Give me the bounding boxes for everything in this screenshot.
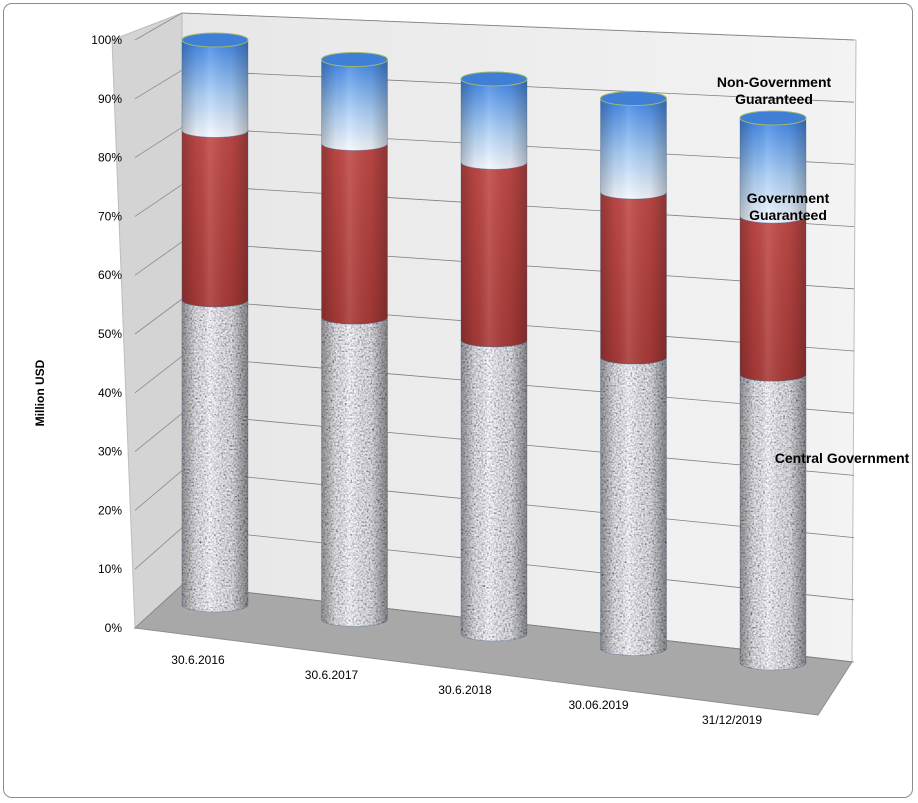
bar-stack (321, 52, 388, 627)
gridline-side (134, 413, 183, 452)
bar-shading (182, 40, 248, 138)
bar-shading (182, 130, 248, 307)
y-tick-label: 100% (91, 33, 122, 47)
bar-top-cap (460, 71, 528, 87)
series-label: Government Guaranteed (747, 190, 830, 223)
y-axis-title: Million USD (33, 359, 47, 426)
gridline-side (134, 470, 183, 511)
gridline-side (134, 241, 183, 276)
bar-shading (182, 299, 248, 612)
bar-segment (600, 191, 667, 365)
bar-stack (181, 32, 249, 613)
bar-shading (740, 374, 806, 670)
bar-shading (600, 192, 667, 365)
series-label: Central Government (775, 450, 910, 466)
bar-shading (600, 98, 667, 200)
bar-segment (739, 110, 807, 224)
bar-shading (321, 143, 388, 325)
bar-shading (740, 118, 806, 224)
series-label-line: Central Government (775, 450, 910, 466)
gridline-side (134, 527, 183, 570)
gridline-side (134, 69, 183, 100)
bar-segment (600, 350, 667, 656)
bar-stack (600, 91, 667, 656)
bar-segment (181, 130, 249, 308)
bar-shading (461, 162, 527, 347)
bar-segment (321, 52, 388, 151)
bar-segment (739, 216, 807, 382)
bar-top-cap (181, 32, 249, 48)
chart-side-wall (111, 12, 183, 630)
y-tick-label: 80% (98, 151, 122, 165)
gridline-side (134, 127, 183, 158)
bar-shading (321, 317, 388, 627)
y-tick-label: 90% (98, 92, 122, 106)
gridline (181, 12, 855, 41)
bar-shading (600, 357, 667, 656)
x-tick-label: 30.6.2017 (305, 668, 359, 682)
bar-top-cap (739, 110, 807, 126)
bar-segment (181, 32, 249, 138)
bar-segment (321, 143, 388, 325)
y-tick-label: 10% (98, 562, 122, 576)
bar-segment (460, 71, 528, 170)
bar-segment (321, 310, 388, 627)
x-tick-label: 31/12/2019 (702, 713, 762, 727)
gridline-side (134, 298, 183, 335)
y-tick-label: 20% (98, 503, 122, 517)
gridline-side (134, 12, 183, 41)
bar-shading (321, 59, 388, 151)
bar-segment (460, 332, 528, 642)
y-axis-tick-labels: 0% 10% 20% 30% 40% 50% 60% 70% 80% 90% 100% (91, 33, 122, 635)
bar-segment (739, 367, 807, 671)
x-tick-label: 30.6.2016 (171, 653, 225, 667)
bar-stack (460, 71, 528, 642)
series-label: Non-Government Guaranteed (717, 74, 832, 107)
x-tick-label: 30.6.2018 (438, 683, 492, 697)
gridline-side (134, 184, 183, 217)
series-label-line: Guaranteed (749, 207, 827, 223)
y-tick-label: 50% (98, 327, 122, 341)
x-tick-label: 30.06.2019 (568, 698, 628, 712)
y-tick-label: 70% (98, 209, 122, 223)
y-tick-label: 40% (98, 386, 122, 400)
gridline-side (134, 355, 183, 394)
bar-shading (461, 339, 527, 641)
y-tick-label: 30% (98, 445, 122, 459)
y-tick-label: 0% (105, 621, 123, 635)
bar-stack (739, 110, 807, 671)
bar-segment (600, 91, 667, 200)
series-label-line: Guaranteed (735, 91, 813, 107)
x-axis-tick-labels: 30.6.2016 30.6.2017 30.6.2018 30.06.2019 31/… (171, 653, 762, 727)
bar-segment (460, 162, 528, 348)
y-tick-label: 60% (98, 268, 122, 282)
gridline-side (134, 584, 183, 629)
bar-shading (461, 79, 527, 170)
bar-shading (740, 216, 806, 382)
series-label-line: Non-Government (717, 74, 832, 90)
series-label-line: Government (747, 190, 830, 206)
bar-segment (181, 292, 249, 613)
bar-top-cap (600, 91, 667, 106)
bar-top-cap (321, 52, 388, 67)
bars (181, 32, 807, 671)
